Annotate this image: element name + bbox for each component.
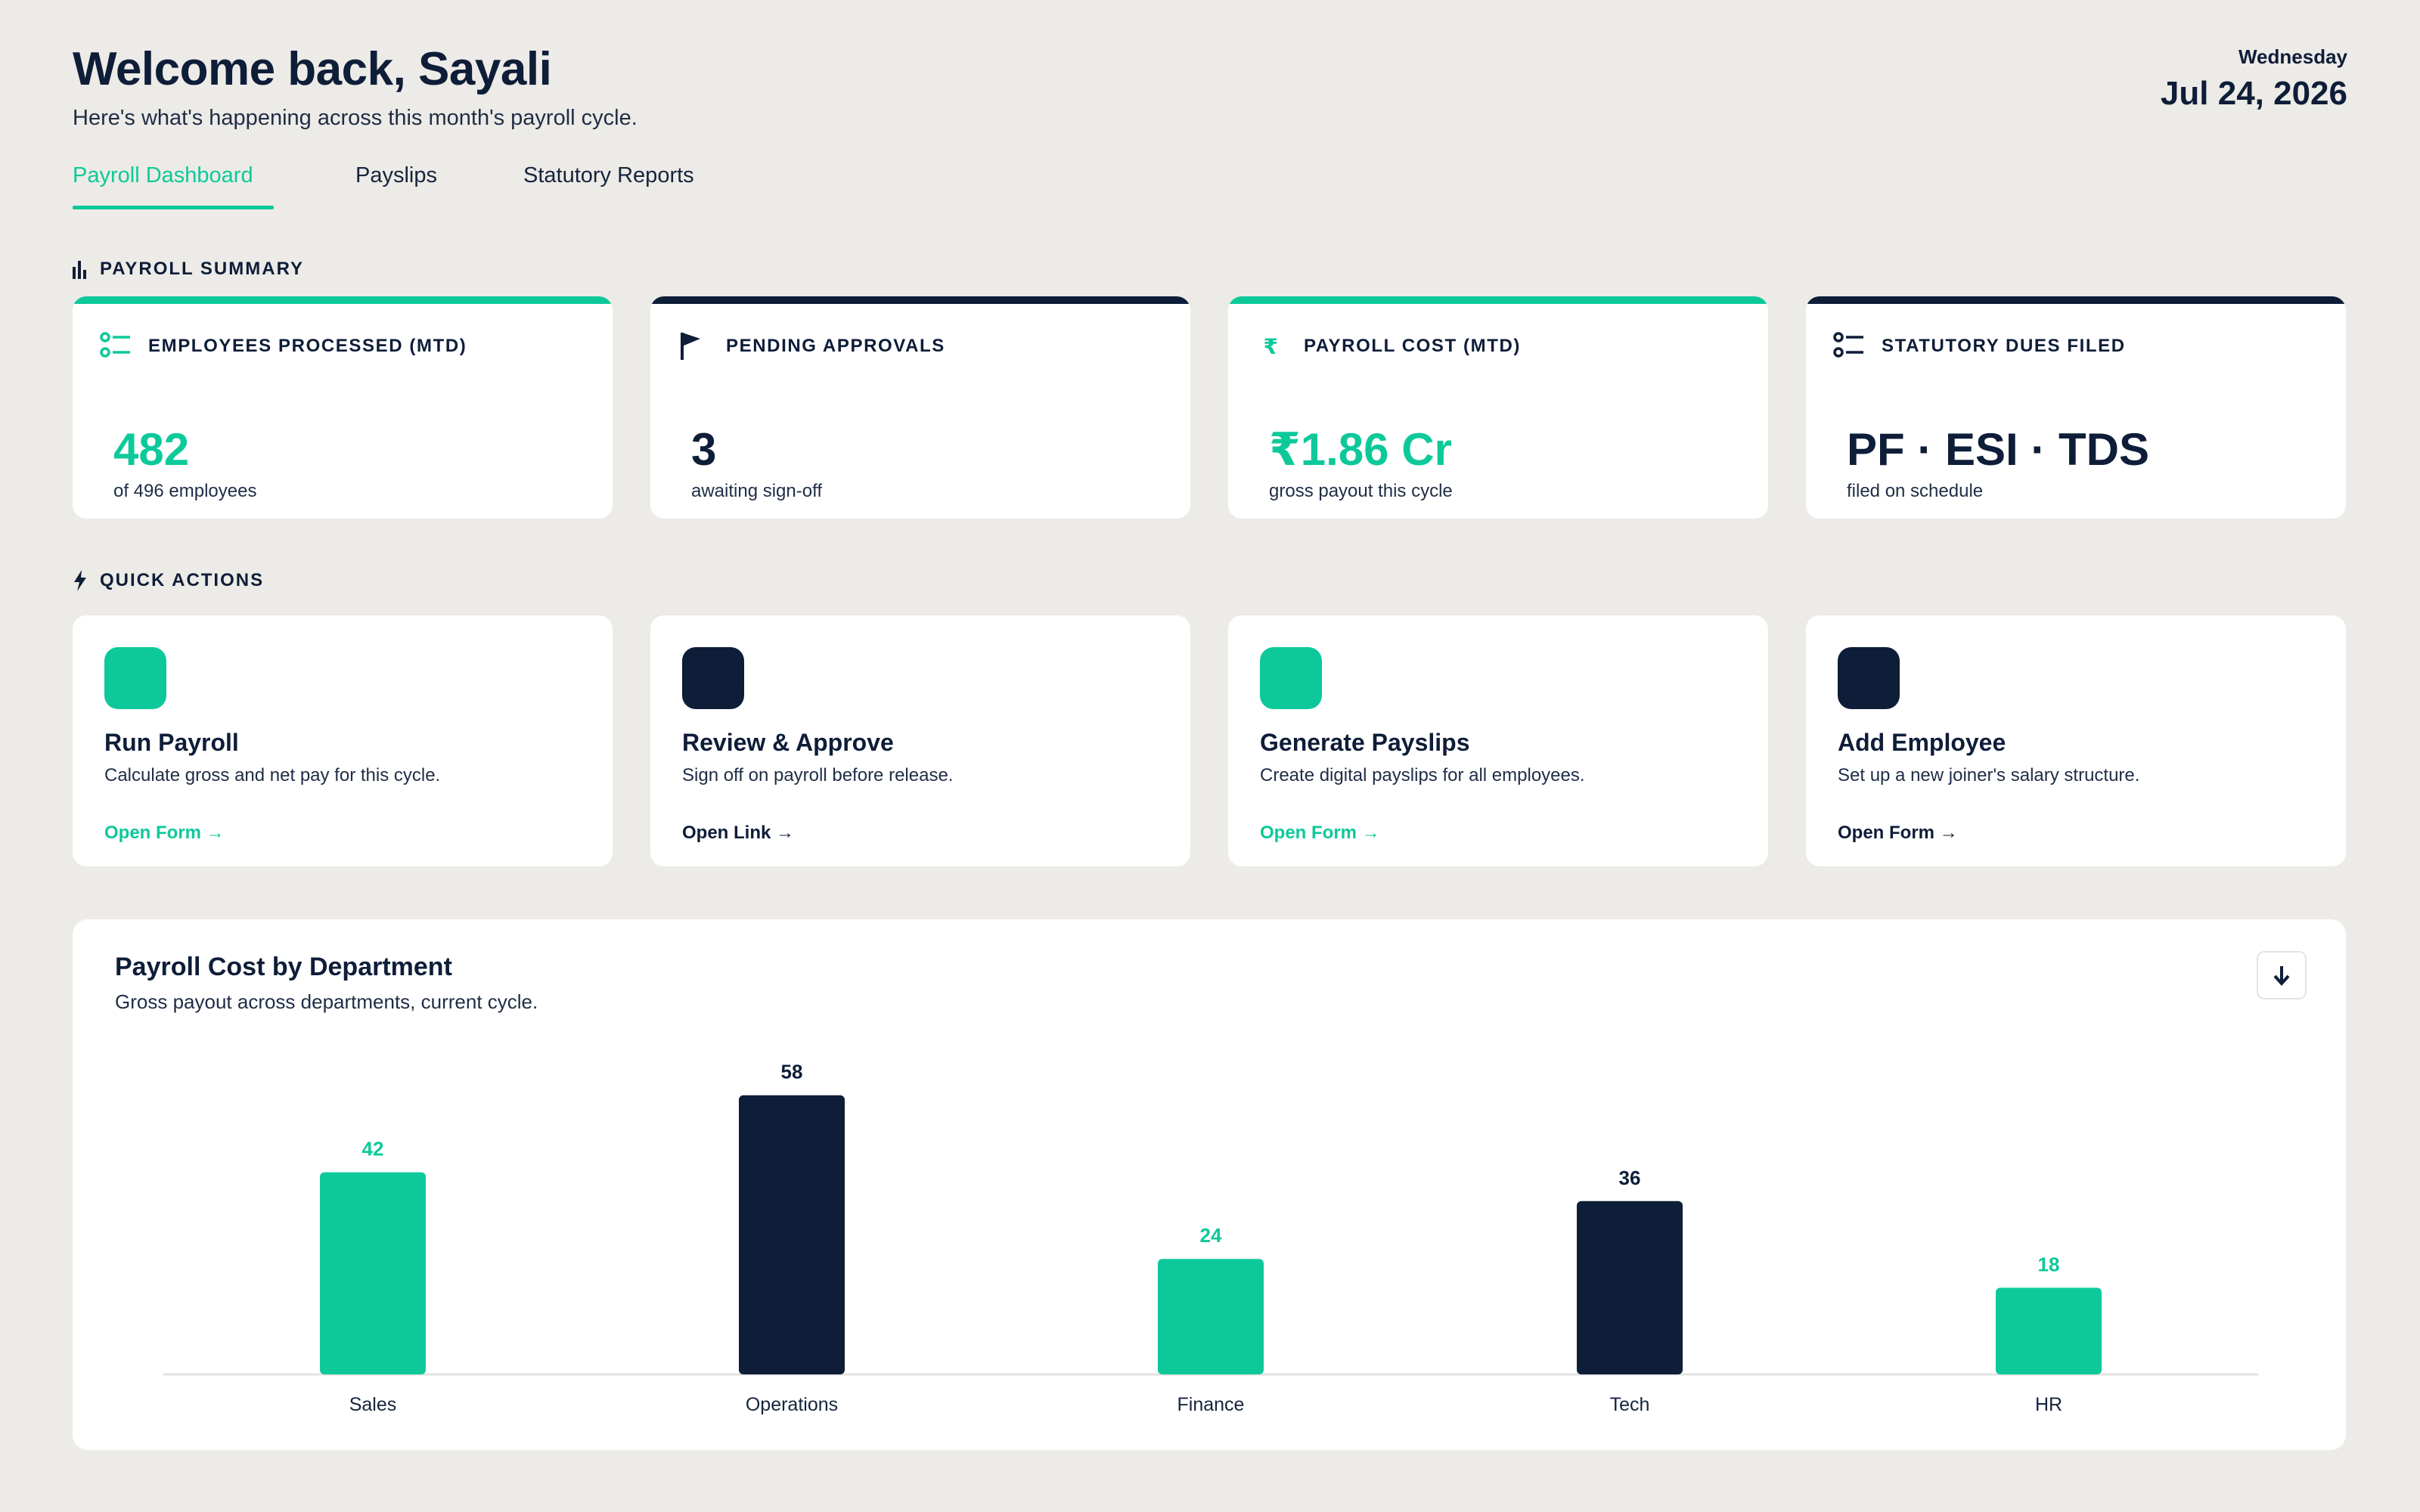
download-button[interactable] bbox=[2257, 951, 2307, 999]
bar-tech bbox=[1577, 1201, 1683, 1374]
stat-value: ₹1.86 Cr bbox=[1269, 424, 1452, 475]
action-card-review-approve[interactable]: Review & Approve Sign off on payroll bef… bbox=[650, 615, 1190, 866]
stat-card-payroll-cost: ₹ PAYROLL COST (MTD) ₹1.86 Cr gross payo… bbox=[1228, 296, 1768, 519]
stat-label: PAYROLL COST (MTD) bbox=[1304, 336, 1522, 356]
action-description: Sign off on payroll before release. bbox=[682, 765, 954, 785]
page-title: Welcome back, Sayali bbox=[73, 43, 552, 95]
page-subtitle: Here's what's happening across this mont… bbox=[73, 106, 638, 130]
tick-label-sales: Sales bbox=[349, 1394, 397, 1415]
card-accent-bar bbox=[1228, 296, 1768, 304]
stat-card-employees-processed: EMPLOYEES PROCESSED (MTD) 482 of 496 emp… bbox=[73, 296, 613, 519]
quick-actions-heading: QUICK ACTIONS bbox=[73, 570, 264, 591]
stat-value: 482 bbox=[113, 424, 190, 475]
bar-chart: 42 Sales 58 Operations 24 Finance 36 Tech 18 HR bbox=[163, 1061, 2258, 1415]
tick-label-operations: Operations bbox=[746, 1394, 838, 1415]
action-icon-tile bbox=[1260, 647, 1322, 709]
action-description: Calculate gross and net pay for this cyc… bbox=[104, 765, 441, 785]
tick-label-finance: Finance bbox=[1177, 1394, 1245, 1415]
stat-card-statutory-dues: STATUTORY DUES FILED PF · ESI · TDS file… bbox=[1806, 296, 2346, 519]
active-tab-indicator bbox=[73, 206, 274, 209]
data-label-operations: 58 bbox=[781, 1061, 803, 1083]
data-label-hr: 18 bbox=[2038, 1253, 2060, 1275]
rupee-icon: ₹ bbox=[1263, 334, 1280, 358]
action-title: Run Payroll bbox=[104, 729, 239, 756]
data-label-sales: 42 bbox=[362, 1138, 384, 1160]
action-title: Add Employee bbox=[1838, 729, 2006, 756]
bar-sales bbox=[320, 1172, 426, 1374]
tab-payslips[interactable]: Payslips bbox=[355, 163, 437, 187]
checklist-icon bbox=[100, 331, 132, 361]
date-label: Jul 24, 2026 bbox=[2160, 75, 2347, 112]
action-card-run-payroll[interactable]: Run Payroll Calculate gross and net pay … bbox=[73, 615, 613, 866]
tab-payroll-dashboard[interactable]: Payroll Dashboard bbox=[73, 163, 253, 187]
payroll-summary-heading: PAYROLL SUMMARY bbox=[73, 259, 304, 280]
action-title: Review & Approve bbox=[682, 729, 894, 756]
bar-chart-icon bbox=[73, 261, 86, 279]
section-title: QUICK ACTIONS bbox=[100, 570, 265, 590]
action-title: Generate Payslips bbox=[1260, 729, 1470, 756]
arrow-down-icon bbox=[2273, 966, 2290, 986]
action-card-add-employee[interactable]: Add Employee Set up a new joiner's salar… bbox=[1806, 615, 2346, 866]
card-accent-bar bbox=[1806, 296, 2346, 304]
bar-operations bbox=[739, 1095, 845, 1374]
lightning-icon bbox=[74, 570, 86, 591]
flag-icon bbox=[678, 331, 709, 361]
weekday-label: Wednesday bbox=[2238, 45, 2347, 68]
stat-label: EMPLOYEES PROCESSED (MTD) bbox=[148, 336, 467, 356]
bar-finance bbox=[1158, 1259, 1264, 1374]
tab-statutory-reports[interactable]: Statutory Reports bbox=[523, 163, 694, 187]
stat-value: 3 bbox=[691, 424, 717, 475]
date-display: Wednesday Jul 24, 2026 bbox=[2161, 45, 2347, 113]
open-link-link[interactable]: Open Link → bbox=[682, 823, 795, 843]
stat-caption: awaiting sign-off bbox=[691, 481, 822, 501]
action-icon-tile bbox=[104, 647, 166, 709]
card-accent-bar bbox=[650, 296, 1190, 304]
stat-caption: filed on schedule bbox=[1847, 481, 1984, 501]
chart-title: Payroll Cost by Department bbox=[115, 953, 452, 981]
stat-value: PF · ESI · TDS bbox=[1847, 424, 2150, 475]
section-title: PAYROLL SUMMARY bbox=[100, 259, 305, 279]
action-icon-tile bbox=[682, 647, 744, 709]
open-form-link[interactable]: Open Form → bbox=[1838, 823, 1958, 843]
action-icon-tile bbox=[1838, 647, 1900, 709]
card-accent-bar bbox=[73, 296, 613, 304]
open-form-link[interactable]: Open Form → bbox=[1260, 823, 1380, 843]
stat-label: STATUTORY DUES FILED bbox=[1882, 336, 2126, 356]
open-form-link[interactable]: Open Form → bbox=[104, 823, 225, 843]
stat-label: PENDING APPROVALS bbox=[726, 336, 945, 356]
stat-card-pending-approvals: PENDING APPROVALS 3 awaiting sign-off bbox=[650, 296, 1190, 519]
department-cost-chart-card: 42 Sales 58 Operations 24 Finance 36 Tech 18 HR P… bbox=[73, 919, 2346, 1450]
action-description: Set up a new joiner's salary structure. bbox=[1838, 765, 2140, 785]
chart-subtitle: Gross payout across departments, current… bbox=[115, 990, 538, 1013]
action-card-generate-payslips[interactable]: Generate Payslips Create digital payslip… bbox=[1228, 615, 1768, 866]
bar-hr bbox=[1996, 1287, 2102, 1374]
action-description: Create digital payslips for all employee… bbox=[1260, 765, 1585, 785]
tick-label-tech: Tech bbox=[1610, 1394, 1650, 1415]
stat-caption: gross payout this cycle bbox=[1269, 481, 1453, 501]
list-icon bbox=[1833, 331, 1865, 361]
data-label-tech: 36 bbox=[1619, 1167, 1641, 1189]
tick-label-hr: HR bbox=[2035, 1394, 2062, 1415]
data-label-finance: 24 bbox=[1200, 1224, 1222, 1247]
stat-caption: of 496 employees bbox=[113, 481, 257, 501]
